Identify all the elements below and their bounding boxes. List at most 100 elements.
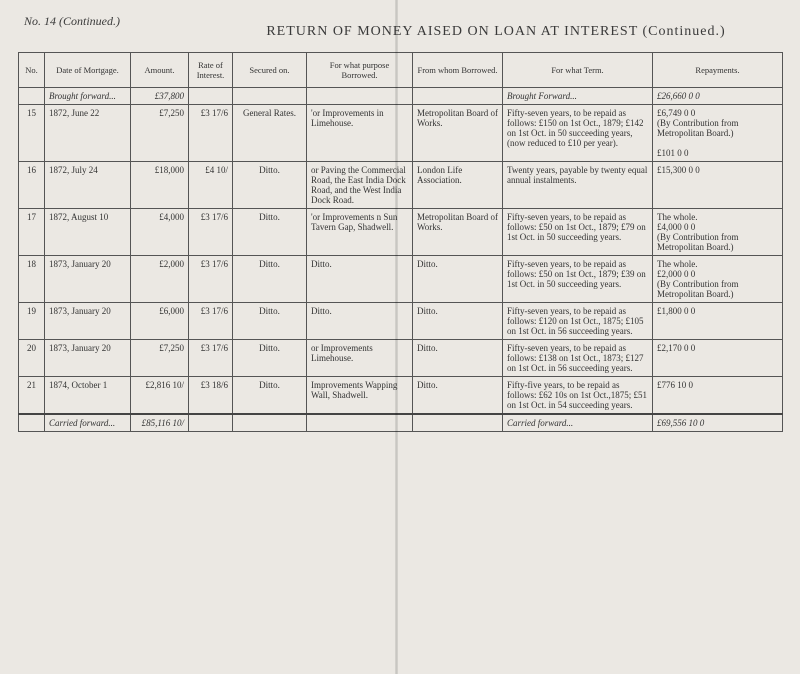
table-cell: 15 [19, 105, 45, 162]
table-header-row: No.Date of Mortgage.Amount.Rate of Inter… [19, 53, 783, 88]
carried-forward-row: Carried forward...£85,116 10/Carried for… [19, 414, 783, 432]
table-cell [189, 88, 233, 105]
table-cell: £3 17/6 [189, 303, 233, 340]
table-cell [19, 414, 45, 432]
table-cell: 19 [19, 303, 45, 340]
table-cell: £4,000 [131, 209, 189, 256]
column-header: Rate of Interest. [189, 53, 233, 88]
table-cell: Ditto. [307, 303, 413, 340]
table-cell: 1872, July 24 [45, 162, 131, 209]
table-cell: The whole. £4,000 0 0 (By Contribution f… [653, 209, 783, 256]
table-cell [19, 88, 45, 105]
table-cell: Metropolitan Board of Works. [413, 209, 503, 256]
table-cell: 1873, January 20 [45, 340, 131, 377]
table-cell: £776 10 0 [653, 377, 783, 415]
table-cell: £1,800 0 0 [653, 303, 783, 340]
table-cell: Ditto. [413, 340, 503, 377]
table-cell: £2,000 [131, 256, 189, 303]
table-cell [413, 414, 503, 432]
table-cell: 1872, June 22 [45, 105, 131, 162]
table-cell: Carried forward... [503, 414, 653, 432]
table-cell: £3 17/6 [189, 105, 233, 162]
table-cell: Ditto. [233, 303, 307, 340]
table-cell: £3 17/6 [189, 256, 233, 303]
table-cell: £26,660 0 0 [653, 88, 783, 105]
table-cell: or Paving the Commercial Road, the East … [307, 162, 413, 209]
table-cell [233, 88, 307, 105]
table-cell [307, 88, 413, 105]
column-header: For what Term. [503, 53, 653, 88]
table-cell: Fifty-five years, to be repaid as follow… [503, 377, 653, 415]
table-cell: Ditto. [233, 209, 307, 256]
table-cell: General Rates. [233, 105, 307, 162]
table-cell: 'or Improvements in Limehouse. [307, 105, 413, 162]
table-cell: £37,800 [131, 88, 189, 105]
table-cell: 1872, August 10 [45, 209, 131, 256]
table-cell: £4 10/ [189, 162, 233, 209]
table-row: 161872, July 24£18,000£4 10/Ditto.or Pav… [19, 162, 783, 209]
table-cell: £69,556 10 0 [653, 414, 783, 432]
column-header: Secured on. [233, 53, 307, 88]
column-header: Amount. [131, 53, 189, 88]
table-cell: £6,000 [131, 303, 189, 340]
document-page: No. 14 (Continued.) RETURN OF MONEY AISE… [0, 0, 800, 674]
table-cell: Ditto. [413, 303, 503, 340]
table-cell [307, 414, 413, 432]
table-cell: Fifty-seven years, to be repaid as follo… [503, 340, 653, 377]
column-header: Repayments. [653, 53, 783, 88]
table-cell: £2,816 10/ [131, 377, 189, 415]
table-row: 191873, January 20£6,000£3 17/6Ditto.Dit… [19, 303, 783, 340]
table-cell: Brought forward... [45, 88, 131, 105]
table-cell: Fifty-seven years, to be repaid as follo… [503, 256, 653, 303]
page-number-header: No. 14 (Continued.) [24, 14, 120, 29]
table-cell [189, 414, 233, 432]
column-header: Date of Mortgage. [45, 53, 131, 88]
table-cell: Metropolitan Board of Works. [413, 105, 503, 162]
table-cell: 21 [19, 377, 45, 415]
table-cell: £3 18/6 [189, 377, 233, 415]
table-cell: Fifty-seven years, to be repaid as follo… [503, 209, 653, 256]
table-cell: 18 [19, 256, 45, 303]
table-cell: Twenty years, payable by twenty equal an… [503, 162, 653, 209]
table-cell: Ditto. [413, 377, 503, 415]
column-header: No. [19, 53, 45, 88]
table-cell: The whole. £2,000 0 0 (By Contribution f… [653, 256, 783, 303]
table-row: 151872, June 22£7,250£3 17/6General Rate… [19, 105, 783, 162]
table-cell: £7,250 [131, 340, 189, 377]
table-cell: 20 [19, 340, 45, 377]
table-cell: £6,749 0 0 (By Contribution from Metropo… [653, 105, 783, 162]
table-cell: Ditto. [233, 256, 307, 303]
page-title: RETURN OF MONEY AISED ON LOAN AT INTERES… [210, 24, 782, 40]
table-cell: London Life Association. [413, 162, 503, 209]
table-cell: Ditto. [233, 162, 307, 209]
table-body: Brought forward...£37,800Brought Forward… [19, 88, 783, 432]
table-cell: £7,250 [131, 105, 189, 162]
table-cell: £85,116 10/ [131, 414, 189, 432]
table-cell: 'or Improvements n Sun Tavern Gap, Shadw… [307, 209, 413, 256]
table-cell: £2,170 0 0 [653, 340, 783, 377]
table-cell: Ditto. [233, 340, 307, 377]
table-cell: Ditto. [307, 256, 413, 303]
table-cell: £3 17/6 [189, 209, 233, 256]
table-cell: 1873, January 20 [45, 256, 131, 303]
table-cell: Fifty-seven years, to be repaid as follo… [503, 303, 653, 340]
table-cell: Fifty-seven years, to be repaid as follo… [503, 105, 653, 162]
table-cell: 16 [19, 162, 45, 209]
column-header: From whom Borrowed. [413, 53, 503, 88]
table-row: 201873, January 20£7,250£3 17/6Ditto.or … [19, 340, 783, 377]
column-header: For what purpose Borrowed. [307, 53, 413, 88]
table-row: 211874, October 1£2,816 10/£3 18/6Ditto.… [19, 377, 783, 415]
table-cell: 1873, January 20 [45, 303, 131, 340]
table-cell [233, 414, 307, 432]
table-cell: 17 [19, 209, 45, 256]
table-cell: £15,300 0 0 [653, 162, 783, 209]
loan-register-table: No.Date of Mortgage.Amount.Rate of Inter… [18, 52, 783, 432]
table-cell: Ditto. [233, 377, 307, 415]
table-row: 181873, January 20£2,000£3 17/6Ditto.Dit… [19, 256, 783, 303]
table-cell: Carried forward... [45, 414, 131, 432]
table-cell: Ditto. [413, 256, 503, 303]
table-cell [413, 88, 503, 105]
table-cell: £3 17/6 [189, 340, 233, 377]
table-row: 171872, August 10£4,000£3 17/6Ditto.'or … [19, 209, 783, 256]
table-cell: Improvements Wapping Wall, Shadwell. [307, 377, 413, 415]
